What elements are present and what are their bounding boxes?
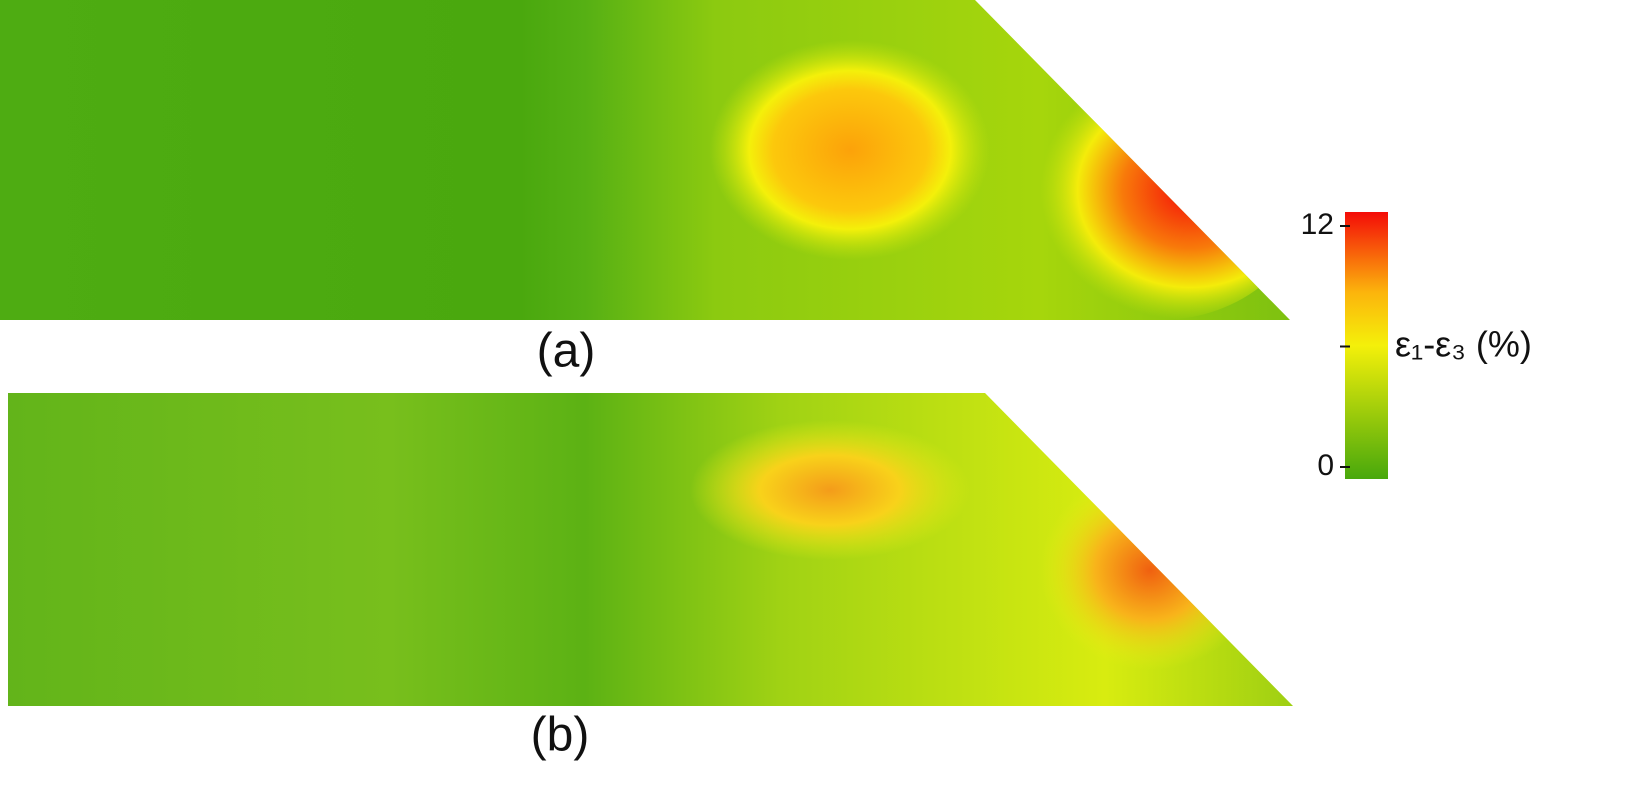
panel-label: (b) [531,709,590,762]
colorbar-label: ε₁-ε₃ (%) [1395,324,1532,365]
field-a [0,0,1290,320]
tick-label: 0 [1317,449,1334,482]
field-b [8,393,1293,706]
colorbar [1345,212,1388,479]
tick-label: 12 [1301,208,1334,241]
panel-label: (a) [537,325,596,378]
